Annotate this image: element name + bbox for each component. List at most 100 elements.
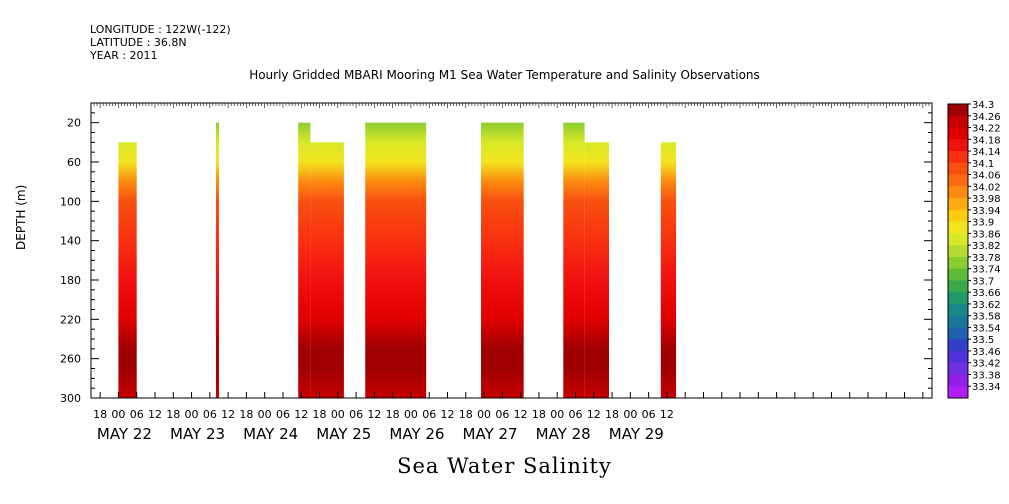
colorbar-swatch — [948, 233, 968, 246]
colorbar-swatch — [948, 115, 968, 129]
data-segment-3 — [310, 142, 344, 398]
x-day-label: MAY 25 — [316, 425, 371, 443]
colorbar-label: 33.62 — [972, 300, 1001, 311]
x-tick-label: 12 — [660, 408, 674, 421]
longitude-label: LONGITUDE : 122W(-122) — [90, 23, 231, 36]
x-tick-label: 00 — [111, 408, 125, 421]
x-tick-label: 18 — [459, 408, 473, 421]
x-tick-label: 12 — [294, 408, 308, 421]
data-segment-1 — [215, 122, 219, 399]
colorbar-label: 33.74 — [972, 265, 1001, 276]
colorbar-label: 33.38 — [972, 370, 1001, 381]
x-day-label: MAY 24 — [243, 425, 298, 443]
x-tick-label: 06 — [422, 408, 436, 421]
year-label: YEAR : 2011 — [90, 49, 158, 62]
colorbar-label: 33.34 — [972, 382, 1001, 393]
colorbar-label: 33.94 — [972, 206, 1001, 217]
data-segment-7 — [584, 142, 610, 398]
x-tick-label: 00 — [477, 408, 491, 421]
y-tick-label: 260 — [60, 353, 81, 366]
x-tick-label: 06 — [495, 408, 509, 421]
x-tick-label: 12 — [367, 408, 381, 421]
x-tick-label: 06 — [276, 408, 290, 421]
x-tick-label: 00 — [258, 408, 272, 421]
colorbar-swatch — [948, 151, 968, 164]
colorbar-label: 33.58 — [972, 312, 1001, 323]
latitude-label: LATITUDE : 36.8N — [90, 36, 187, 49]
x-tick-label: 06 — [568, 408, 582, 421]
x-tick-label: 12 — [441, 408, 455, 421]
colorbar-label: 34.18 — [972, 135, 1001, 146]
x-tick-label: 12 — [514, 408, 528, 421]
colorbar-swatch — [948, 162, 968, 176]
colorbar-swatch — [948, 386, 968, 399]
y-tick-label: 180 — [60, 274, 81, 287]
x-tick-label: 00 — [550, 408, 564, 421]
y-tick-label: 60 — [67, 156, 81, 169]
colorbar-swatch — [948, 280, 968, 293]
colorbar-swatch — [948, 339, 968, 352]
x-tick-label: 12 — [221, 408, 235, 421]
data-segment-4 — [365, 122, 427, 399]
y-tick-label: 300 — [60, 392, 81, 405]
data-segment-2 — [298, 122, 311, 399]
x-axis: 18 00 06 12 18 00 06 12 18 00 06 12 18 00 06 12 18 00 06 12… — [90, 103, 933, 443]
colorbar: 34.334.2634.2234.1834.1434.134.0634.0233… — [947, 100, 1001, 399]
colorbar-label: 33.9 — [972, 218, 994, 229]
colorbar-swatch — [948, 268, 968, 281]
x-tick-label: 12 — [148, 408, 162, 421]
x-tick-label: 18 — [93, 408, 107, 421]
y-tick-label: 20 — [67, 117, 81, 130]
colorbar-swatch — [948, 104, 968, 117]
colorbar-border — [947, 103, 969, 399]
x-tick-label: 06 — [130, 408, 144, 421]
x-tick-label: 12 — [587, 408, 601, 421]
y-axis: 20 60 100 140 180 220 260 300 — [60, 112, 932, 405]
colorbar-swatch — [948, 198, 968, 211]
colorbar-label: 34.1 — [972, 159, 994, 170]
colorbar-label: 34.02 — [972, 182, 1001, 193]
y-tick-label: 100 — [60, 195, 81, 208]
x-tick-label: 18 — [532, 408, 546, 421]
colorbar-label: 34.14 — [972, 147, 1001, 158]
colorbar-label: 33.42 — [972, 359, 1001, 370]
x-tick-label: 00 — [404, 408, 418, 421]
colorbar-label: 33.7 — [972, 276, 994, 287]
x-tick-label: 06 — [642, 408, 656, 421]
colorbar-swatch — [948, 256, 968, 270]
colorbar-swatch — [948, 374, 968, 387]
colorbar-swatch — [948, 139, 968, 152]
colorbar-swatch — [948, 292, 968, 305]
chart-title: Hourly Gridded MBARI Mooring M1 Sea Wate… — [249, 68, 760, 82]
x-tick-label: 18 — [386, 408, 400, 421]
colorbar-swatch — [948, 350, 968, 364]
x-day-label: MAY 27 — [463, 425, 518, 443]
x-day-label: MAY 23 — [170, 425, 225, 443]
colorbar-swatch — [948, 127, 968, 140]
x-day-label: MAY 26 — [389, 425, 444, 443]
x-tick-label: 00 — [623, 408, 637, 421]
x-day-label: MAY 28 — [536, 425, 591, 443]
colorbar-label: 34.3 — [972, 100, 994, 111]
data-segment-0 — [118, 142, 137, 398]
colorbar-label: 33.98 — [972, 194, 1001, 205]
colorbar-label: 33.54 — [972, 323, 1001, 334]
x-tick-label: 00 — [331, 408, 345, 421]
colorbar-label: 33.46 — [972, 347, 1001, 358]
y-tick-label: 140 — [60, 235, 81, 248]
data-segment-5 — [481, 122, 524, 399]
colorbar-swatch — [948, 186, 968, 199]
colorbar-label: 34.26 — [972, 112, 1001, 123]
x-tick-label: 18 — [605, 408, 619, 421]
colorbar-label: 34.06 — [972, 171, 1001, 182]
colorbar-label: 33.66 — [972, 288, 1001, 299]
colorbar-label: 33.5 — [972, 335, 994, 346]
colorbar-label: 33.86 — [972, 229, 1001, 240]
data-segments — [118, 122, 677, 399]
x-day-label: MAY 29 — [609, 425, 664, 443]
x-tick-label: 18 — [313, 408, 327, 421]
x-tick-label: 00 — [185, 408, 199, 421]
colorbar-label: 33.78 — [972, 253, 1001, 264]
x-tick-label: 06 — [349, 408, 363, 421]
